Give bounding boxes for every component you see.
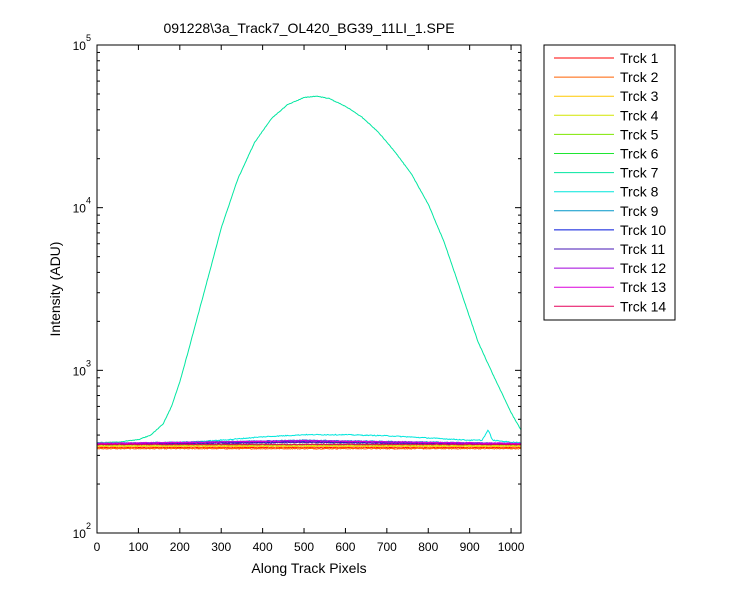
legend-entry: Trck 13 [620, 279, 666, 295]
legend-entry: Trck 7 [620, 165, 659, 181]
x-tick-label: 500 [294, 540, 314, 554]
ticks-layer: 0 100 200 300 400 500 600 700 800 900 100010210310… [73, 33, 525, 554]
series-line-trck-1 [96, 446, 522, 449]
x-tick-label: 0 [94, 540, 101, 554]
x-axis-label: Along Track Pixels [251, 560, 366, 576]
x-tick-label: 100 [128, 540, 148, 554]
legend-entry: Trck 11 [620, 241, 665, 257]
x-tick-label: 700 [377, 540, 397, 554]
legend: Trck 1 Trck 2 Trck 3 Trck 4 Trck 5 Trck 6 Trck… [543, 44, 676, 321]
legend-entry: Trck 1 [620, 50, 659, 66]
legend-box [543, 44, 676, 321]
series-line-trck-3 [96, 445, 522, 448]
y-axis-label: Intensity (ADU) [47, 242, 63, 337]
series-line-trck-2 [96, 447, 522, 450]
x-tick-label: 1000 [498, 540, 525, 554]
series-line-trck-13 [96, 440, 522, 445]
legend-entry: Trck 6 [620, 146, 659, 162]
legend-entry: Trck 12 [620, 260, 666, 276]
x-tick-label: 200 [170, 540, 190, 554]
chart-title: 091228\3a_Track7_OL420_BG39_11LI_1.SPE [163, 20, 454, 36]
x-tick-label: 400 [253, 540, 273, 554]
x-tick-label: 600 [335, 540, 355, 554]
legend-entry: Trck 10 [620, 222, 666, 238]
series-line-trck-11 [96, 441, 522, 446]
legend-entry: Trck 9 [620, 203, 659, 219]
x-tick-label: 300 [211, 540, 231, 554]
legend-entry: Trck 5 [620, 126, 659, 142]
legend-entry: Trck 4 [620, 107, 659, 123]
legend-entry: Trck 8 [620, 184, 659, 200]
x-tick-label: 900 [460, 540, 480, 554]
x-tick-label: 800 [418, 540, 438, 554]
series-line-trck-14 [96, 443, 522, 446]
plot-frame [96, 44, 522, 534]
legend-entry: Trck 3 [620, 88, 659, 104]
series-layer [96, 95, 522, 450]
legend-entry: Trck 14 [620, 298, 666, 314]
series-line-trck-7 [96, 95, 522, 444]
legend-entry: Trck 2 [620, 69, 659, 85]
